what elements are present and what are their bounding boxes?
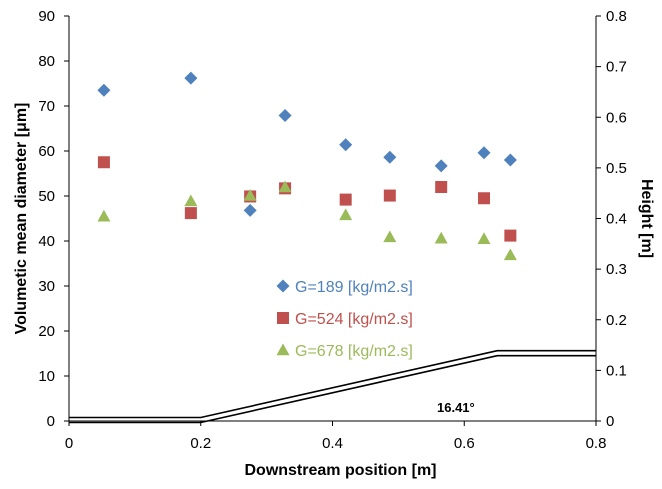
legend-label-2: G=524 [kg/m2.s] — [295, 311, 413, 328]
channel-profile-bottom-line — [69, 354, 596, 424]
x-tick-label: 0.8 — [586, 435, 607, 452]
y-axis-title: Volumetic mean diameter [μm] — [13, 103, 30, 335]
series-3-point — [383, 230, 397, 243]
y2-tick-label: 0.4 — [606, 211, 627, 228]
x-tick-label: 0.6 — [454, 435, 475, 452]
x-tick-label: 0 — [65, 435, 73, 452]
legend-marker-1 — [276, 279, 290, 293]
y2-tick-label: 0.3 — [606, 261, 627, 278]
y2-axis-title: Height [m] — [638, 179, 655, 258]
series-2-point — [97, 156, 110, 169]
y-tick-label: 50 — [38, 188, 55, 205]
series-3-point — [503, 248, 517, 261]
legend-marker-3 — [276, 343, 290, 356]
series-1-point — [383, 150, 397, 164]
series-3-point — [434, 231, 448, 244]
series-1-point — [97, 83, 111, 97]
y-tick-label: 90 — [38, 8, 55, 25]
y-tick-label: 10 — [38, 368, 55, 385]
series-1-point — [477, 146, 491, 160]
x-axis-title: Downstream position [m] — [244, 462, 436, 479]
series-1-point — [278, 108, 292, 122]
y-tick-label: 80 — [38, 53, 55, 70]
y-tick-label: 40 — [38, 233, 55, 250]
y-tick-label: 70 — [38, 98, 55, 115]
x-tick-label: 0.4 — [322, 435, 343, 452]
y2-tick-label: 0.1 — [606, 362, 627, 379]
y2-tick-label: 0.7 — [606, 59, 627, 76]
series-3-point — [278, 180, 292, 193]
legend-label-3: G=678 [kg/m2.s] — [295, 343, 413, 360]
y2-tick-label: 0 — [606, 413, 614, 430]
series-3-point — [97, 209, 111, 222]
y2-tick-label: 0.5 — [606, 160, 627, 177]
y2-tick-label: 0.8 — [606, 8, 627, 25]
y-tick-label: 30 — [38, 278, 55, 295]
channel-profile-top-line — [69, 349, 596, 419]
series-2-point — [504, 229, 517, 242]
x-tick-label: 0.2 — [190, 435, 211, 452]
series-3-point — [477, 232, 491, 244]
legend-marker-2 — [277, 312, 289, 324]
y-tick-label: 60 — [38, 143, 55, 160]
series-3-point — [243, 189, 257, 201]
series-2-point — [339, 193, 352, 206]
y-tick-label: 0 — [47, 413, 55, 430]
series-1-point — [339, 138, 353, 152]
series-1-point — [243, 203, 257, 217]
series-3-point — [339, 208, 353, 221]
y2-tick-label: 0.6 — [606, 109, 627, 126]
y-tick-label: 20 — [38, 323, 55, 340]
series-2-point — [435, 181, 448, 193]
series-2-point — [478, 192, 491, 205]
y2-tick-label: 0.2 — [606, 312, 627, 329]
series-1-point — [184, 71, 198, 85]
series-1-point — [434, 159, 448, 173]
series-2-point — [184, 207, 197, 220]
series-3-point — [184, 194, 198, 207]
angle-annotation: 16.41° — [437, 400, 475, 415]
series-1-point — [503, 153, 517, 167]
legend-label-1: G=189 [kg/m2.s] — [295, 279, 413, 296]
series-2-point — [383, 189, 396, 202]
